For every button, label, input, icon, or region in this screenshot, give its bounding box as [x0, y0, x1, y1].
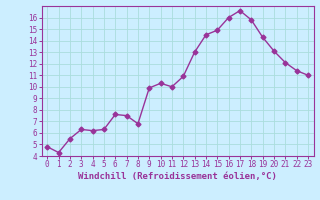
X-axis label: Windchill (Refroidissement éolien,°C): Windchill (Refroidissement éolien,°C)	[78, 172, 277, 181]
